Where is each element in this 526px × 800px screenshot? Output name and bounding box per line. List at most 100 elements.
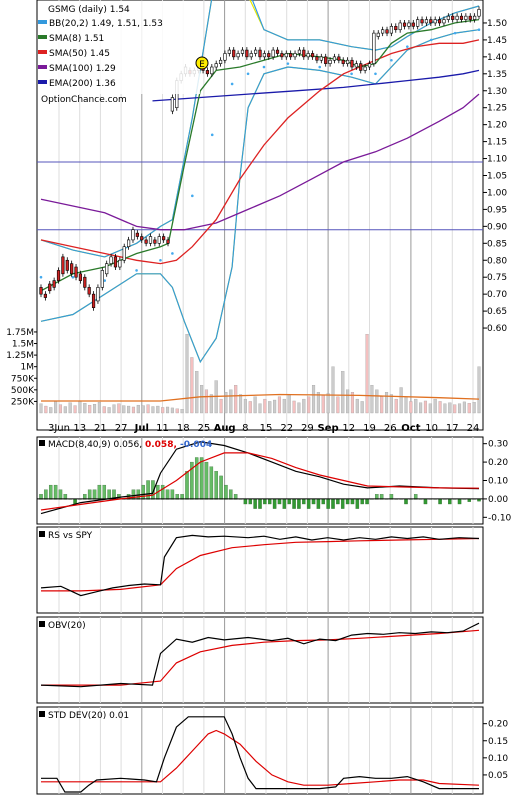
bb-lower-line [40,29,480,364]
volume-bar [462,401,466,414]
price-y-tick-label: 1.05 [487,172,507,182]
candle-body [245,49,249,58]
legend-sma100: SMA(100) 1.29 [49,64,116,74]
candle-body [437,19,442,24]
volume-bar [141,405,145,414]
volume-bar [277,396,282,414]
candle-body [385,29,389,34]
std-ma-line [41,729,480,786]
volume-bar [331,366,335,414]
volume-bar [54,401,58,414]
candle-body [113,256,118,268]
volume-bar [156,405,160,414]
x-tick-label: 11 [156,423,169,434]
macd-histogram-bar [229,489,233,500]
candle-body [459,15,464,20]
candle-body [205,70,210,75]
macd-histogram-bar [321,498,326,505]
rs-ma-line [41,537,480,592]
volume-bar [136,404,140,414]
std-y-tick-label: 0.10 [488,754,508,764]
volume-bar [253,396,257,414]
earnings-marker[interactable]: E [195,56,209,70]
price-y-tick-label: 1.15 [487,138,507,148]
x-tick-label: 19 [363,423,376,434]
x-tick-label: Aug [214,423,236,434]
psar-dot [135,269,138,272]
candle-body [402,22,407,27]
candle-body [227,49,231,54]
candle-body [223,53,227,61]
volume-bar [229,389,233,414]
volume-y-tick-label: 250K [11,397,35,407]
rs-panel [36,526,484,614]
candle-body [350,59,354,68]
macd-histogram-bar [457,498,462,505]
macd-histogram-bar [365,498,369,505]
volume-bar [117,403,121,414]
legend-sma100-swatch [38,65,47,69]
macd-hist-value: -0.004 [180,440,212,450]
macd-histogram-bar [302,498,306,505]
candle-body [319,56,323,61]
macd-histogram-bar [282,498,287,509]
volume-bar [477,366,481,414]
candle-body [389,26,394,34]
macd-histogram-bar [243,498,248,505]
legend-ema200: EMA(200) 1.36 [49,79,116,89]
obv-line [40,622,480,688]
candle-body [135,232,139,237]
macd-histogram-bar [336,498,340,505]
psar-dot [230,82,234,86]
legend: GSMG (daily) 1.54 BB(20,2) 1.49, 1.51, 1… [38,1,200,94]
candle-body [218,59,223,64]
candle-body [271,49,275,58]
price-y-tick-label: 1.50 [487,19,507,29]
macd-histogram-bar [423,498,428,505]
candle-body [297,49,302,54]
volume-bar [102,406,106,414]
macd-histogram-bar [219,475,223,500]
candle-body [451,15,455,20]
volume-bar [73,405,77,414]
macd-y-tick-label: -0.10 [488,513,512,523]
volume-bar [268,401,272,414]
volume-bar [423,400,428,414]
volume-bar [341,371,345,414]
volume-bar [78,400,82,414]
volume-bar [350,392,355,414]
volume-bar [307,396,311,414]
psar-dot [390,58,393,62]
candle-body [372,32,376,64]
macd-histogram-bar [438,498,442,505]
volume-bar [409,401,413,414]
x-tick-label: 29 [301,423,314,434]
rs-line [40,534,480,597]
obv-title: OBV(20) [48,621,86,631]
candle-body [87,287,91,295]
candle-body [105,263,109,275]
macd-histogram-bar [263,498,267,505]
volume-bar [151,406,155,414]
macd-histogram-bar [146,480,150,500]
std-y-tick-label: 0.15 [488,737,508,747]
candle-body [381,29,385,34]
candle-body [254,49,258,54]
candle-body [157,236,161,244]
x-tick-label: 12 [342,423,355,434]
candle-body [65,259,69,271]
candle-body [70,263,74,275]
candle-body [52,280,56,288]
x-tick-label: 15 [260,423,273,434]
price-y-tick-label: 1.25 [487,104,507,114]
volume-bar [112,404,116,414]
x-tick-label: 21 [94,423,107,434]
macd-histogram-bar [131,489,136,500]
candle-body [258,49,262,58]
volume-bar [302,398,306,414]
volume-bar [161,407,165,414]
x-tick-label: 22 [280,423,293,434]
price-y-tick-label: 0.95 [487,205,507,215]
candle-body [328,59,332,64]
